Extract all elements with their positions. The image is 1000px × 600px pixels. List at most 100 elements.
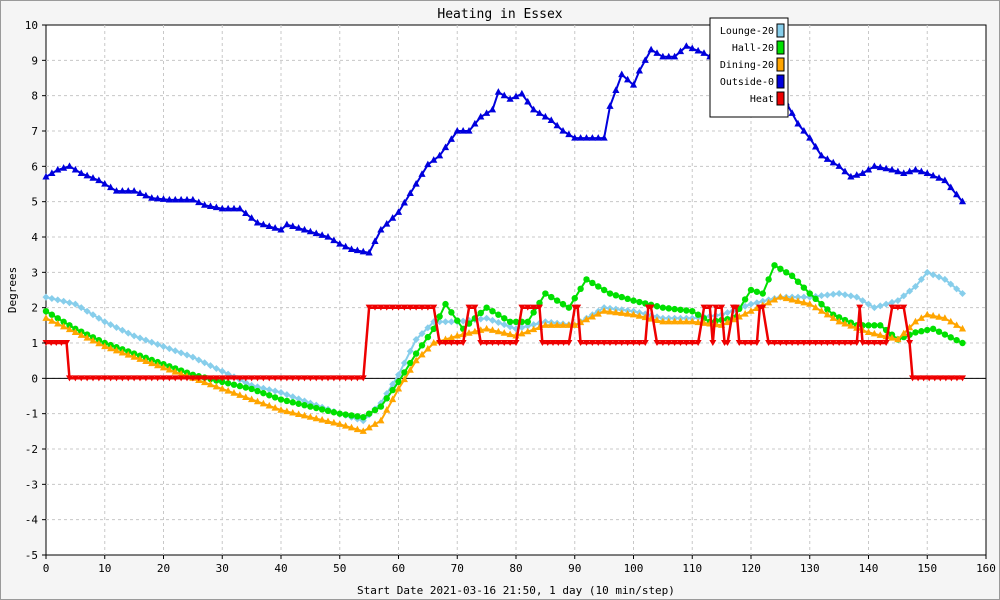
series-dining-20-point <box>500 329 508 336</box>
series-outside-0-point <box>60 164 68 171</box>
series-lounge-20-point <box>42 293 50 301</box>
series-outside-0-point <box>218 204 226 212</box>
series-heat-point <box>600 340 608 346</box>
series-outside-0-point <box>406 189 414 197</box>
series-outside-0-point <box>77 169 85 176</box>
series-dining-20-point <box>259 399 267 407</box>
series-heat-point <box>177 375 185 382</box>
series-hall-20-point <box>230 381 238 388</box>
series-dining-20-point <box>424 344 432 352</box>
series-hall-20-point <box>383 395 390 402</box>
series-dining-20-point <box>159 363 168 371</box>
series-outside-0-point <box>953 190 961 198</box>
series-outside-0-point <box>647 45 655 53</box>
series-outside-0-point <box>347 245 356 252</box>
series-lounge-20-point <box>113 323 120 331</box>
series-heat-point <box>63 340 71 346</box>
series-outside-0-point <box>136 189 144 197</box>
series-dining-20-point <box>900 329 908 337</box>
legend-swatch <box>776 74 785 89</box>
series-dining-20-point <box>60 322 68 330</box>
series-hall-20-point <box>559 300 567 308</box>
x-tick-label: 30 <box>216 562 229 575</box>
series-lounge-20-point <box>395 371 402 379</box>
series-heat-point <box>947 375 955 382</box>
series-lounge-20-point <box>500 321 508 329</box>
series-heat-point <box>594 340 602 346</box>
series-hall-20-point <box>360 414 367 421</box>
series-outside-0-point <box>488 105 497 113</box>
series-hall-20-point <box>530 309 537 316</box>
series-dining-20-point <box>359 427 367 434</box>
series-heat-point <box>709 340 717 346</box>
series-hall-20-point <box>389 386 396 394</box>
series-dining-20-point <box>618 309 626 316</box>
series-outside-0-point <box>142 191 150 199</box>
series-heat-point <box>136 375 144 382</box>
series-dining-20-point <box>958 324 967 332</box>
series-outside-0-point <box>888 165 896 173</box>
series-heat-point <box>477 340 485 346</box>
series-outside-0-point <box>694 46 702 54</box>
series-hall-20-point <box>565 304 573 311</box>
series-outside-0-point <box>394 208 403 215</box>
series-hall-20-point <box>653 303 661 310</box>
series-lounge-20-point <box>935 273 943 281</box>
x-tick-label: 60 <box>392 562 405 575</box>
y-tick-label: -2 <box>25 443 38 456</box>
series-hall-20-point <box>289 399 296 406</box>
series-lounge-20-point <box>530 321 538 329</box>
series-dining-20-point <box>289 408 297 416</box>
series-dining-20-point <box>894 335 902 343</box>
series-hall-20-point <box>624 295 631 303</box>
series-heat-point <box>459 340 467 346</box>
series-heat-point <box>265 375 273 382</box>
series-outside-0-point <box>159 195 168 202</box>
series-dining-20-point <box>347 423 356 431</box>
series-outside-0-point <box>917 167 925 175</box>
y-axis: -5 -4 -3 -2 -1 0 1 2 3 4 5 6 7 8 9 10 <box>25 19 46 562</box>
series-outside-0-point <box>300 225 309 233</box>
series-lounge-20-point <box>870 304 878 312</box>
series-outside-0-point <box>112 187 121 194</box>
series-lounge-20-point <box>941 275 949 283</box>
series-hall-20-point <box>794 278 802 285</box>
series-outside-0-point <box>71 165 79 173</box>
series-heat-point <box>635 340 643 346</box>
series-heat-point <box>694 340 702 346</box>
series-hall-20-point <box>330 409 338 416</box>
series-dining-20-point <box>154 361 162 369</box>
series-lounge-20-point <box>459 317 467 325</box>
series-dining-20-point <box>165 365 173 373</box>
series-dining-20-point <box>635 312 643 319</box>
series-lounge-20-point <box>835 290 843 298</box>
series-heat-point <box>823 340 831 346</box>
series-heat-point <box>859 340 867 346</box>
series-dining-20-point <box>453 331 461 339</box>
series-outside-0-point <box>107 183 115 191</box>
series-heat-point <box>920 375 928 382</box>
series-heat-point <box>518 304 526 311</box>
series-lounge-20-point <box>71 300 79 308</box>
series-heat-point <box>942 375 950 382</box>
series-outside-0-point <box>829 158 837 166</box>
series-dining-20-point <box>371 420 379 427</box>
series-heat-point <box>536 304 543 311</box>
series-dining-20-point <box>383 406 391 413</box>
series-heat-point <box>759 304 767 311</box>
series-hall-20-point <box>418 342 426 349</box>
series-lounge-20-point <box>923 268 931 276</box>
series-dining-20-point <box>89 336 97 344</box>
y-tick-label: -5 <box>25 549 38 562</box>
series-lounge-20-point <box>759 297 767 305</box>
series-lounge-20-point <box>447 318 455 326</box>
series-outside-0-point <box>230 204 238 212</box>
series-hall-20-point <box>224 380 232 387</box>
series-hall-20-point <box>777 265 784 272</box>
series-dining-20-point <box>941 314 949 321</box>
legend-label: Dining-20 <box>720 60 774 71</box>
series-hall-20-point <box>741 296 749 303</box>
series-outside-0-point <box>312 229 320 237</box>
series-dining-20-point <box>136 355 144 362</box>
series-dining-20-point <box>688 317 696 325</box>
